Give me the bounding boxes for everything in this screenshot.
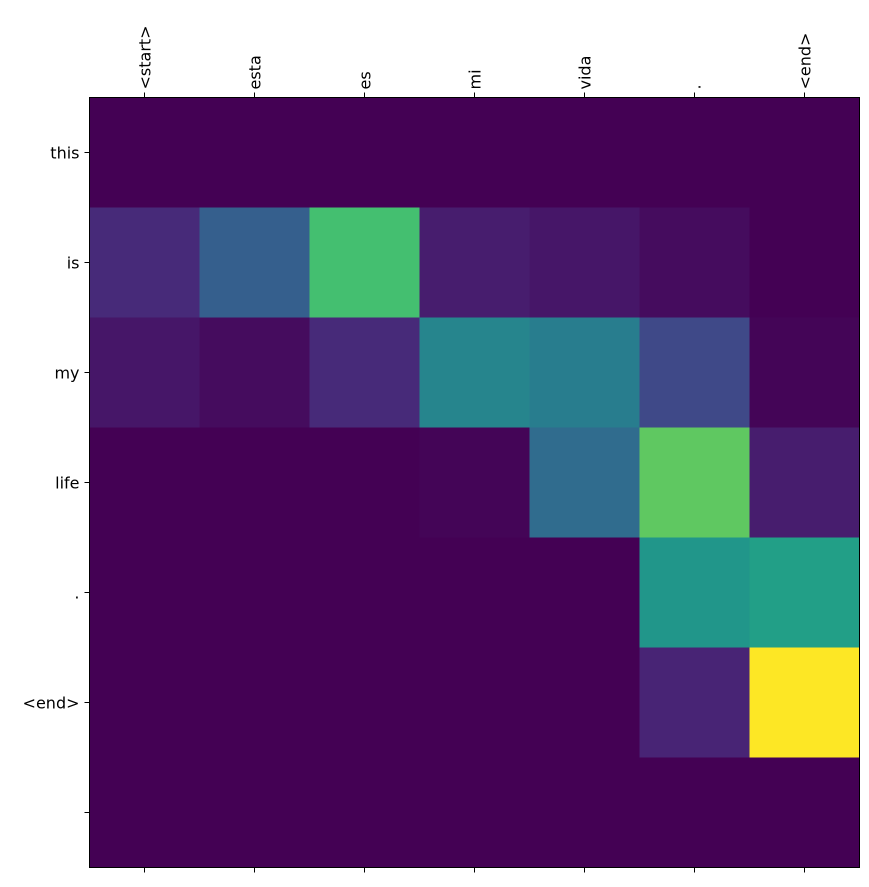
heatmap-cell (89, 757, 200, 868)
x-tick-label: <start> (136, 25, 155, 89)
heatmap-cell (309, 317, 420, 428)
x-tick-label: mi (466, 69, 485, 89)
heatmap-cell (89, 317, 200, 428)
heatmap-cell (529, 97, 640, 208)
heatmap-cell (639, 207, 750, 318)
heatmap-cell (309, 97, 420, 208)
heatmap-cell (419, 537, 530, 648)
x-tick-label: . (686, 84, 705, 89)
heatmap-cell (639, 537, 750, 648)
heatmap-cell (749, 317, 860, 428)
heatmap-cell (749, 757, 860, 868)
x-tick-label: es (356, 71, 375, 89)
heatmap-cell (89, 207, 200, 318)
heatmap-cell (639, 427, 750, 538)
heatmap-cell (639, 647, 750, 758)
heatmap-cell (529, 537, 640, 648)
heatmap-cell (639, 97, 750, 208)
y-tick-label: my (54, 364, 79, 383)
heatmap-cell (309, 757, 420, 868)
heatmap-cell (89, 97, 200, 208)
heatmap-cell (199, 207, 310, 318)
heatmap-cell (199, 757, 310, 868)
heatmap-cell (419, 647, 530, 758)
heatmap-cells (89, 97, 860, 868)
heatmap-cell (309, 427, 420, 538)
heatmap-cell (309, 537, 420, 648)
heatmap-cell (89, 427, 200, 538)
heatmap-cell (199, 647, 310, 758)
heatmap-cell (199, 97, 310, 208)
heatmap-cell (529, 647, 640, 758)
heatmap-cell (419, 207, 530, 318)
heatmap-cell (639, 317, 750, 428)
heatmap-cell (309, 207, 420, 318)
x-tick-label: esta (246, 55, 265, 89)
heatmap-cell (529, 317, 640, 428)
heatmap-cell (529, 207, 640, 318)
heatmap-cell (199, 537, 310, 648)
heatmap-cell (89, 537, 200, 648)
x-ticks: <start> esta es mi vida. <end> (136, 25, 815, 873)
y-tick-label: . (74, 584, 79, 603)
heatmap-cell (419, 427, 530, 538)
heatmap-cell (419, 97, 530, 208)
heatmap-cell (199, 317, 310, 428)
y-tick-label: life (55, 474, 79, 493)
heatmap-cell (309, 647, 420, 758)
y-tick-label: this (50, 144, 79, 163)
x-tick-label: <end> (796, 33, 815, 90)
heatmap-cell (749, 97, 860, 208)
y-tick-label: is (67, 254, 80, 273)
heatmap-cell (89, 647, 200, 758)
heatmap-cell (749, 207, 860, 318)
heatmap-cell (749, 647, 860, 758)
y-tick-label: <end> (23, 694, 80, 713)
heatmap-cell (749, 537, 860, 648)
heatmap-cell (419, 757, 530, 868)
heatmap-cell (639, 757, 750, 868)
y-ticks: this is my life. <end> (23, 144, 90, 813)
heatmap-cell (529, 427, 640, 538)
x-tick-label: vida (576, 56, 595, 90)
heatmap-cell (199, 427, 310, 538)
heatmap-cell (529, 757, 640, 868)
heatmap-cell (419, 317, 530, 428)
heatmap-cell (749, 427, 860, 538)
